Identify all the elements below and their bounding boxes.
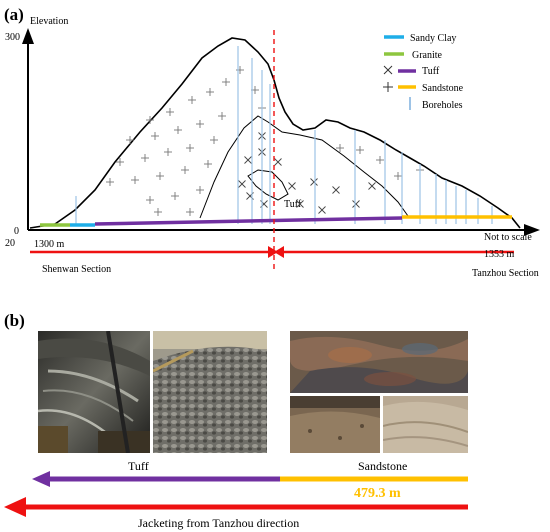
tuff-x-mark <box>368 182 376 190</box>
sandstone-plus-mark <box>196 186 204 194</box>
left-section-label: Shenwan Section <box>42 264 111 275</box>
sandstone-plus-mark <box>174 126 182 134</box>
sandstone-plus-mark <box>376 156 384 164</box>
legend-boreholes-label: Boreholes <box>422 100 463 111</box>
sandstone-plus-mark <box>204 160 212 168</box>
muck-photo-icon <box>383 396 468 453</box>
sandstone-plus-mark <box>206 88 214 96</box>
sandstone-face-photo <box>290 331 468 393</box>
boreholes <box>75 46 493 224</box>
tuff-zone-boundary <box>199 115 409 219</box>
left-chainage-label: 1300 m <box>34 239 65 250</box>
sandstone-plus-mark <box>151 132 159 140</box>
tuff-x-mark <box>238 180 246 188</box>
sandstone-plus-mark <box>131 176 139 184</box>
sandstone-plus-mark <box>218 112 226 120</box>
sandstone-plus-mark <box>181 166 189 174</box>
sandstone-plus-mark <box>356 146 364 154</box>
panel-b-label: (b) <box>4 311 25 330</box>
tuff-segment <box>94 216 403 226</box>
tuff-muck-photo <box>153 331 267 453</box>
tunnel-geology-band <box>40 215 512 227</box>
tuff-x-mark <box>332 186 340 194</box>
legend-granite-label: Granite <box>412 50 443 61</box>
sandstone-plus-mark <box>106 178 114 186</box>
tuff-zone-label: Tuff <box>284 199 302 210</box>
sandstone-muck-photo-1 <box>290 396 380 453</box>
tuff-x-mark <box>318 206 326 214</box>
sandstone-plus-mark <box>146 196 154 204</box>
sandstone-plus-mark <box>141 154 149 162</box>
sandstone-photo-label: Sandstone <box>358 459 407 473</box>
sandstone-plus-mark <box>236 66 244 74</box>
axis-tick-0: 0 <box>14 226 19 237</box>
direction-label: Jacketing from Tanzhou direction <box>138 516 299 530</box>
sandstone-plus-mark <box>156 172 164 180</box>
legend-tuff-swatch <box>383 65 393 75</box>
legend-sandstone-label: Sandstone <box>422 83 464 94</box>
legend-tuff-label: Tuff <box>422 66 440 77</box>
sandstone-plus-mark <box>154 208 162 216</box>
sandstone-plus-mark <box>222 78 230 86</box>
tunnel-shield-photo-icon <box>38 331 150 453</box>
sandstone-symbols <box>106 66 424 216</box>
tuff-x-mark <box>310 178 318 186</box>
sandstone-plus-mark <box>116 158 124 166</box>
sandstone-plus-mark <box>210 136 218 144</box>
right-chainage-label: 1353 m <box>484 249 515 260</box>
sandstone-plus-mark <box>171 192 179 200</box>
sandstone-plus-mark <box>164 148 172 156</box>
elevation-axis <box>22 28 540 236</box>
sandstone-plus-mark <box>394 172 402 180</box>
muck-photo-icon <box>290 396 380 453</box>
excavation-direction-arrow <box>4 497 468 517</box>
sandstone-muck-photo-2 <box>383 396 468 453</box>
panel-a-label: (a) <box>4 5 24 24</box>
tuff-x-mark <box>352 200 360 208</box>
distance-label: 479.3 m <box>354 486 401 501</box>
sandstone-plus-mark <box>146 116 154 124</box>
rock-face-photo-icon <box>290 331 468 393</box>
sandstone-plus-mark <box>336 144 344 152</box>
tuff-tunnel-photo <box>38 331 150 453</box>
axis-tick-20: 20 <box>5 238 15 249</box>
sandstone-plus-mark <box>188 96 196 104</box>
scale-note: Not to scale <box>484 232 532 243</box>
tuff-x-mark <box>244 156 252 164</box>
gravel-pile-photo-icon <box>153 331 267 453</box>
chainage-arrows <box>30 246 514 258</box>
tuff-x-mark <box>288 182 296 190</box>
sandstone-plus-mark <box>186 144 194 152</box>
axis-title: Elevation <box>30 16 68 27</box>
legend: Sandy Clay Granite Tuff Sandstone Boreho… <box>383 33 464 111</box>
legend-sandstone-swatch <box>383 82 393 92</box>
sandstone-plus-mark <box>126 136 134 144</box>
tuff-x-mark <box>274 158 282 166</box>
axis-tick-300: 300 <box>5 32 20 43</box>
tuff-photo-label: Tuff <box>128 459 149 473</box>
legend-sandy-clay-label: Sandy Clay <box>410 33 456 44</box>
tuff-x-mark <box>296 200 304 208</box>
sandstone-plus-mark <box>196 120 204 128</box>
sandstone-plus-mark <box>166 108 174 116</box>
sandstone-plus-mark <box>186 208 194 216</box>
right-section-label: Tanzhou Section <box>472 268 539 279</box>
tuff-lens-outline <box>247 169 289 201</box>
lithology-bar <box>32 471 468 487</box>
